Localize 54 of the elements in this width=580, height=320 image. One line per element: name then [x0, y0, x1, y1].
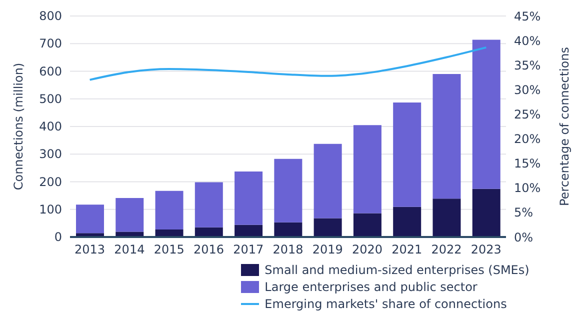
- y-tick-label: 800: [39, 9, 62, 23]
- y-tick-label: 0: [54, 230, 62, 244]
- bar: [472, 40, 500, 189]
- y-tick-label: 300: [39, 147, 62, 162]
- x-tick-label: 2021: [392, 242, 422, 257]
- bar: [274, 222, 302, 237]
- legend-label: Emerging markets' share of connections: [264, 296, 507, 310]
- x-tick-label: 2016: [193, 242, 224, 257]
- bar: [234, 224, 263, 237]
- bar: [314, 144, 342, 218]
- y2-tick-label: 0%: [514, 230, 534, 244]
- bar: [314, 218, 342, 237]
- y-tick-label: 700: [39, 36, 62, 51]
- x-tick-label: 2017: [233, 242, 264, 257]
- bar: [393, 206, 422, 237]
- y2-tick-label: 10%: [514, 181, 541, 196]
- y2-tick-label: 20%: [514, 132, 541, 146]
- bar: [393, 102, 422, 207]
- x-tick-label: 2022: [431, 242, 462, 257]
- y2-tick-label: 5%: [514, 206, 534, 220]
- x-tick-label: 2018: [272, 242, 304, 257]
- bar: [432, 198, 461, 237]
- y2-tick-label: 30%: [514, 82, 541, 97]
- y2-tick-label: 15%: [514, 156, 541, 171]
- y-tick-label: 500: [39, 92, 62, 106]
- y-tick-label: 400: [39, 120, 62, 134]
- legend-label: Large enterprises and public sector: [264, 280, 478, 294]
- y2-tick-label: 35%: [514, 58, 541, 72]
- y2-tick-label: 40%: [514, 34, 541, 48]
- line-series: [88, 46, 488, 81]
- bar: [76, 204, 104, 234]
- y-axis-title: Connections (million): [11, 62, 26, 190]
- y-tick-label: 600: [39, 64, 62, 78]
- legend-label: Small and medium-sized enterprises (SMEs): [264, 262, 530, 276]
- y2-tick-label: 25%: [514, 107, 541, 122]
- bar: [432, 74, 461, 199]
- bar: [353, 213, 382, 237]
- bar: [274, 158, 302, 222]
- bar: [234, 172, 263, 225]
- x-tick-label: 2019: [312, 242, 343, 257]
- bar: [472, 188, 500, 237]
- y2-axis-title: Percentage of connections: [557, 46, 572, 206]
- y-tick-label: 200: [39, 174, 62, 189]
- bar: [353, 125, 382, 214]
- bar: [194, 182, 223, 228]
- bar: [155, 190, 184, 230]
- y-tick-label: 100: [39, 202, 62, 216]
- bar: [116, 198, 144, 232]
- x-tick-label: 2020: [352, 242, 383, 257]
- x-tick-label: 2014: [114, 242, 145, 257]
- x-tick-label: 2013: [74, 242, 106, 257]
- x-tick-label: 2015: [154, 242, 184, 257]
- y2-tick-label: 45%: [514, 9, 541, 24]
- x-tick-label: 2023: [470, 242, 502, 257]
